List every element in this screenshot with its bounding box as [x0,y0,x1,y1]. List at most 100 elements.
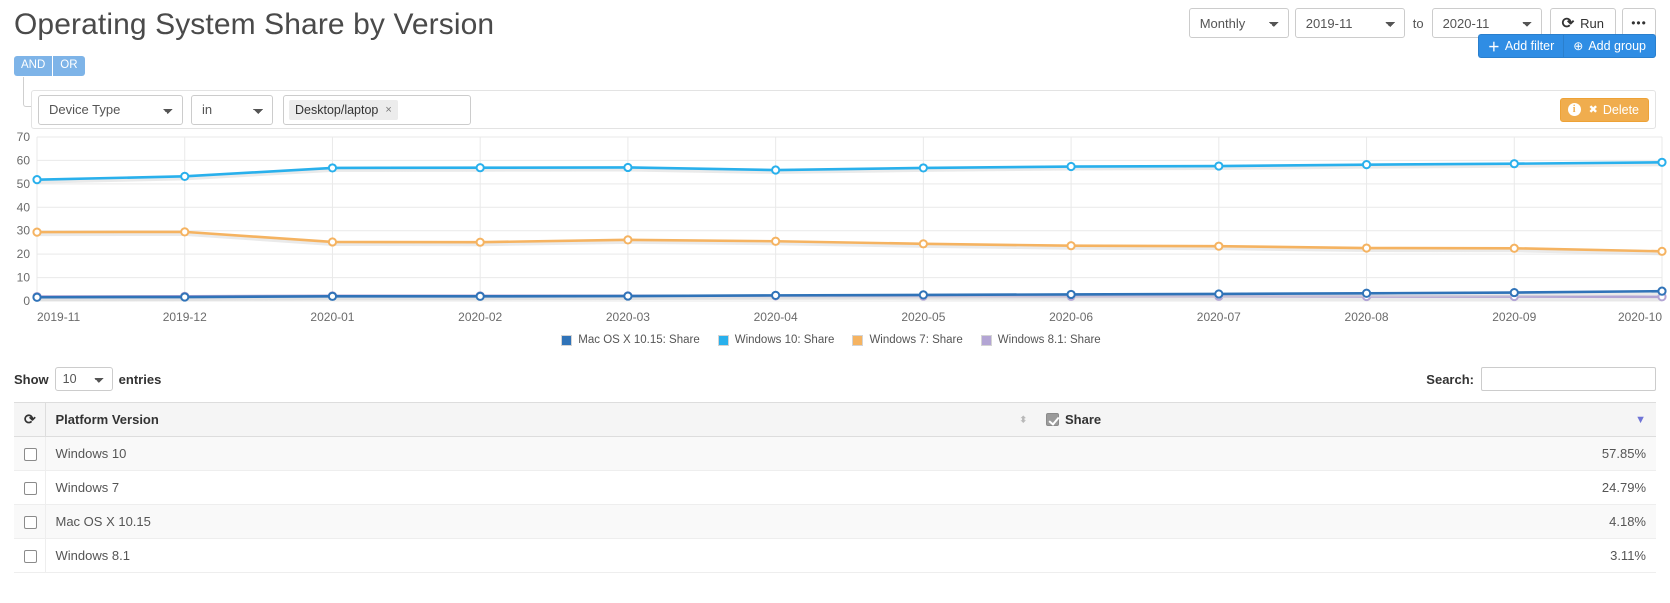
row-select-cell[interactable] [14,436,46,472]
row-select-cell[interactable] [14,504,46,540]
svg-text:2020-03: 2020-03 [606,310,650,324]
close-x-icon: ✖ [1588,104,1598,116]
cell-share: 4.18% [1036,504,1656,540]
table-refresh-header[interactable]: ⟳ [14,402,46,437]
column-header-share[interactable]: Share ▼ [1036,402,1656,437]
column-header-label: Platform Version [55,412,159,427]
page-length-select[interactable]: 10 [54,367,113,391]
legend-color-swatch [852,334,864,346]
svg-text:0: 0 [23,294,30,308]
cell-platform-version: Mac OS X 10.15 [45,504,1036,540]
row-checkbox[interactable] [24,516,37,530]
close-icon[interactable]: × [385,103,392,116]
svg-text:2020-05: 2020-05 [901,310,945,324]
more-options-button[interactable]: ••• [1622,8,1656,38]
search-input[interactable] [1481,367,1656,391]
svg-text:40: 40 [17,200,31,214]
row-checkbox[interactable] [24,482,37,496]
svg-text:2019-11: 2019-11 [37,310,80,324]
show-label: Show [14,371,49,387]
svg-text:2020-06: 2020-06 [1049,310,1093,324]
svg-text:2020-07: 2020-07 [1197,310,1241,324]
table-row[interactable]: Mac OS X 10.15 4.18% [14,504,1656,540]
cell-share: 24.79% [1036,470,1656,506]
legend-color-swatch [717,334,729,346]
legend-item[interactable]: Mac OS X 10.15: Share [561,334,700,346]
date-from-select[interactable]: 2019-11 [1294,8,1405,38]
svg-text:30: 30 [17,224,31,238]
add-filter-label: Add filter [1504,39,1555,53]
plus-icon: ＋ [1487,39,1500,54]
legend-color-swatch [980,334,992,346]
entries-label: entries [118,371,162,387]
filter-value-input[interactable]: Desktop/laptop × [283,94,471,125]
filter-value-tag[interactable]: Desktop/laptop × [289,99,398,120]
cell-platform-version: Windows 7 [45,470,1036,506]
datatable-search: Search: [1426,367,1656,391]
svg-text:10: 10 [17,271,31,285]
cell-platform-version: Windows 10 [45,436,1036,472]
page-title: Operating System Share by Version [14,8,495,41]
refresh-icon[interactable]: ⟳ [24,411,36,427]
and-or-toggle[interactable]: AND OR [14,56,85,76]
table-head: ⟳ Platform Version ⬍ Share ▼ [14,402,1656,437]
svg-text:70: 70 [17,130,31,144]
legend-item-label: Windows 10: Share [734,334,835,346]
svg-text:60: 60 [17,153,31,167]
column-header-platform-version[interactable]: Platform Version ⬍ [45,402,1036,437]
svg-text:50: 50 [17,177,31,191]
date-range-to-label: to [1412,15,1424,31]
table-row[interactable]: Windows 8.1 3.11% [14,538,1656,574]
filter-rule-row: Device Type in Desktop/laptop × i ✖ Dele… [31,90,1656,129]
delete-rule-button[interactable]: i ✖ Delete [1559,97,1649,122]
add-filter-button[interactable]: ＋ Add filter [1477,34,1564,58]
svg-text:2020-10: 2020-10 [1618,310,1662,324]
sort-both-icon: ⬍ [1019,414,1027,424]
legend-item-label: Windows 8.1: Share [997,334,1101,346]
sort-desc-icon: ▼ [1635,413,1646,426]
table-row[interactable]: Windows 10 57.85% [14,436,1656,472]
svg-text:2020-09: 2020-09 [1492,310,1536,324]
add-group-button[interactable]: ⊕ Add group [1563,34,1656,58]
page-length-control: Show 10 entries [14,367,161,391]
or-toggle-button[interactable]: OR [53,56,85,76]
row-select-cell[interactable] [14,538,46,574]
search-label: Search: [1426,371,1474,387]
platform-version-table: ⟳ Platform Version ⬍ Share ▼ Windows 10 5… [14,402,1656,574]
row-checkbox[interactable] [24,448,37,462]
legend-item[interactable]: Windows 10: Share [717,334,835,346]
frequency-select[interactable]: Monthly [1188,8,1289,38]
refresh-icon: ⟳ [1561,15,1575,32]
chart-legend: Mac OS X 10.15: Share Windows 10: Share Wi… [0,334,1662,346]
filter-field-select[interactable]: Device Type [38,94,183,125]
share-column-checkbox[interactable] [1046,413,1059,426]
info-icon[interactable]: i [1567,103,1581,116]
share-line-chart: 0 10 20 30 40 50 60 70 2019-11 2019-12 2020-01 2020… [0,129,1667,364]
legend-item-label: Windows 7: Share [869,334,963,346]
column-header-label: Share [1065,412,1102,427]
table-header-row: ⟳ Platform Version ⬍ Share ▼ [14,402,1656,437]
legend-item-label: Mac OS X 10.15: Share [578,334,700,346]
plus-circle-icon: ⊕ [1573,39,1584,53]
row-checkbox[interactable] [24,550,37,564]
svg-text:2020-01: 2020-01 [310,310,354,324]
svg-text:2020-04: 2020-04 [754,310,798,324]
table-row[interactable]: Windows 7 24.79% [14,470,1656,506]
cell-share: 57.85% [1036,436,1656,472]
delete-rule-label: Delete [1602,102,1639,117]
query-builder-actions: ＋ Add filter ⊕ Add group [1477,34,1656,58]
legend-item[interactable]: Windows 8.1: Share [980,334,1101,346]
svg-text:2020-08: 2020-08 [1345,310,1389,324]
results-datatable: Show 10 entries Search: ⟳ Platform Versi… [0,364,1670,574]
row-select-cell[interactable] [14,470,46,506]
filter-operator-select[interactable]: in [191,94,273,125]
legend-item[interactable]: Windows 7: Share [852,334,963,346]
and-toggle-button[interactable]: AND [14,56,54,76]
svg-text:20: 20 [17,247,31,261]
date-to-select[interactable]: 2020-11 [1431,8,1542,38]
datatable-toolbar: Show 10 entries Search: [14,364,1656,394]
add-group-label: Add group [1588,39,1646,53]
cell-share: 3.11% [1036,538,1656,574]
run-button[interactable]: ⟳ Run [1549,8,1616,38]
page-header: Operating System Share by Version Monthl… [0,0,1670,52]
